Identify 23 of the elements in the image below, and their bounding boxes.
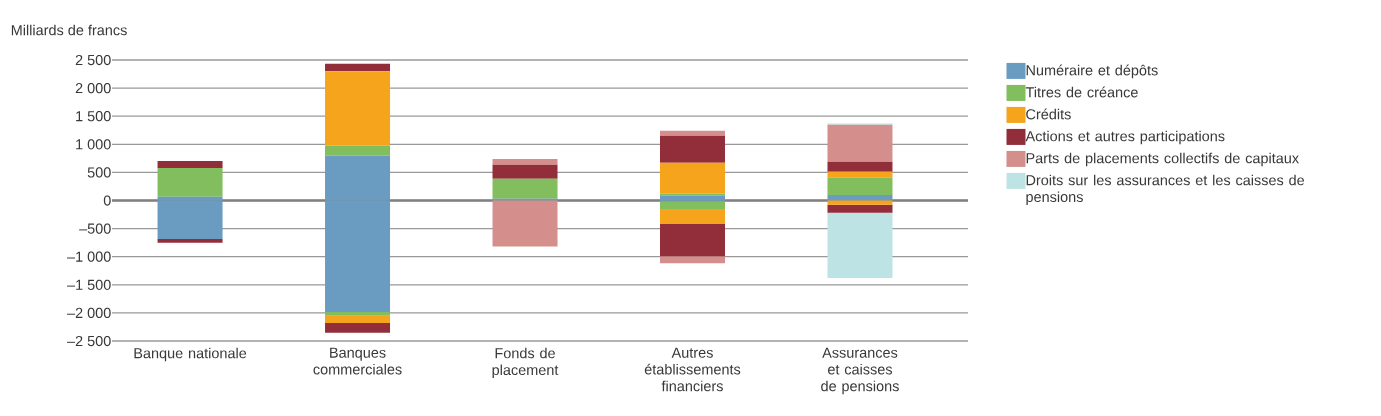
legend-label: Actions et autres participations (1025, 130, 1225, 145)
y-tick-label: 1 000 (76, 139, 111, 150)
y-tick-label: –2 000 (67, 307, 111, 319)
legend-label: Parts de placements collectifs de capitaux (1026, 152, 1299, 167)
y-tick-label: 1 500 (76, 111, 111, 122)
x-tick-label: Banque nationale (134, 347, 247, 362)
y-axis-title: Milliards de francs (11, 24, 127, 36)
y-tick-label: –500 (79, 223, 111, 234)
y-tick-label: 2 500 (75, 54, 111, 66)
y-tick-label: 0 (103, 195, 111, 206)
legend-label: Titres de créance (1025, 86, 1138, 98)
legend-label: Crédits (1026, 108, 1071, 120)
y-tick-label: –2 500 (67, 335, 111, 347)
x-tick-label: Assurances et caisses de pensions (821, 347, 899, 395)
legend-label: Droits sur les assurances et les caisses de pensions (1026, 174, 1305, 205)
y-tick-label: –1 500 (67, 279, 111, 290)
y-tick-label: 2 000 (75, 82, 111, 94)
x-tick-label: Banques commerciales (313, 347, 402, 375)
y-tick-label: 500 (87, 167, 111, 178)
legend-label: Numéraire et dépôts (1026, 64, 1158, 79)
x-tick-label: Autres établissements financiers (644, 347, 741, 392)
x-tick-label: Fonds de placement (492, 347, 559, 378)
y-tick-label: –1 000 (67, 251, 111, 262)
